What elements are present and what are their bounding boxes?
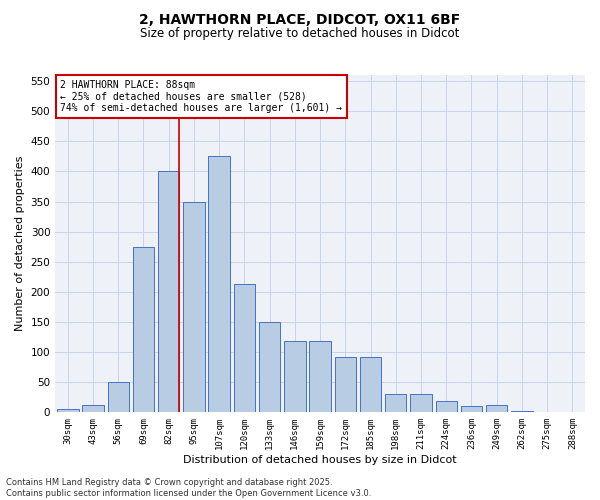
- Bar: [410, 394, 432, 412]
- Text: 2, HAWTHORN PLACE, DIDCOT, OX11 6BF: 2, HAWTHORN PLACE, DIDCOT, OX11 6BF: [139, 12, 461, 26]
- Bar: [208, 156, 230, 412]
- Text: Contains HM Land Registry data © Crown copyright and database right 2025.
Contai: Contains HM Land Registry data © Crown c…: [6, 478, 371, 498]
- Bar: [82, 404, 104, 412]
- Bar: [107, 382, 129, 412]
- Bar: [57, 410, 79, 412]
- Text: Size of property relative to detached houses in Didcot: Size of property relative to detached ho…: [140, 28, 460, 40]
- Bar: [436, 402, 457, 412]
- Bar: [259, 322, 280, 412]
- Text: 2 HAWTHORN PLACE: 88sqm
← 25% of detached houses are smaller (528)
74% of semi-d: 2 HAWTHORN PLACE: 88sqm ← 25% of detache…: [61, 80, 343, 114]
- Bar: [158, 172, 179, 412]
- Y-axis label: Number of detached properties: Number of detached properties: [15, 156, 25, 332]
- Bar: [310, 342, 331, 412]
- Bar: [183, 202, 205, 412]
- Bar: [486, 405, 508, 412]
- Bar: [335, 357, 356, 412]
- X-axis label: Distribution of detached houses by size in Didcot: Distribution of detached houses by size …: [183, 455, 457, 465]
- Bar: [133, 246, 154, 412]
- Bar: [360, 357, 381, 412]
- Bar: [511, 411, 533, 412]
- Bar: [385, 394, 406, 412]
- Bar: [233, 284, 255, 412]
- Bar: [284, 342, 305, 412]
- Bar: [461, 406, 482, 412]
